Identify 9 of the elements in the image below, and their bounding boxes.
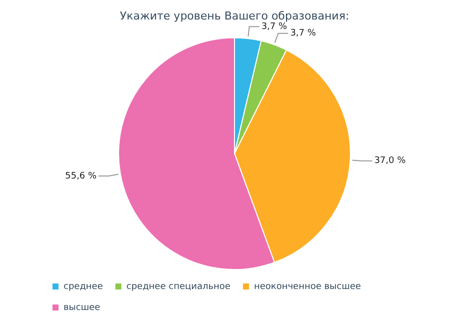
legend-label: среднее специальное bbox=[126, 282, 231, 292]
legend-label: среднее bbox=[64, 282, 104, 292]
legend-label: неоконченное высшее bbox=[254, 282, 362, 292]
data-label: 55,6 % bbox=[65, 171, 98, 182]
data-label: 3,7 % bbox=[290, 28, 316, 39]
legend-label: высшее bbox=[64, 302, 101, 313]
chart-title: Укажите уровень Вашего образования: bbox=[120, 9, 350, 22]
data-label: 3,7 % bbox=[261, 22, 288, 32]
data-label: 37,0 % bbox=[374, 156, 406, 166]
